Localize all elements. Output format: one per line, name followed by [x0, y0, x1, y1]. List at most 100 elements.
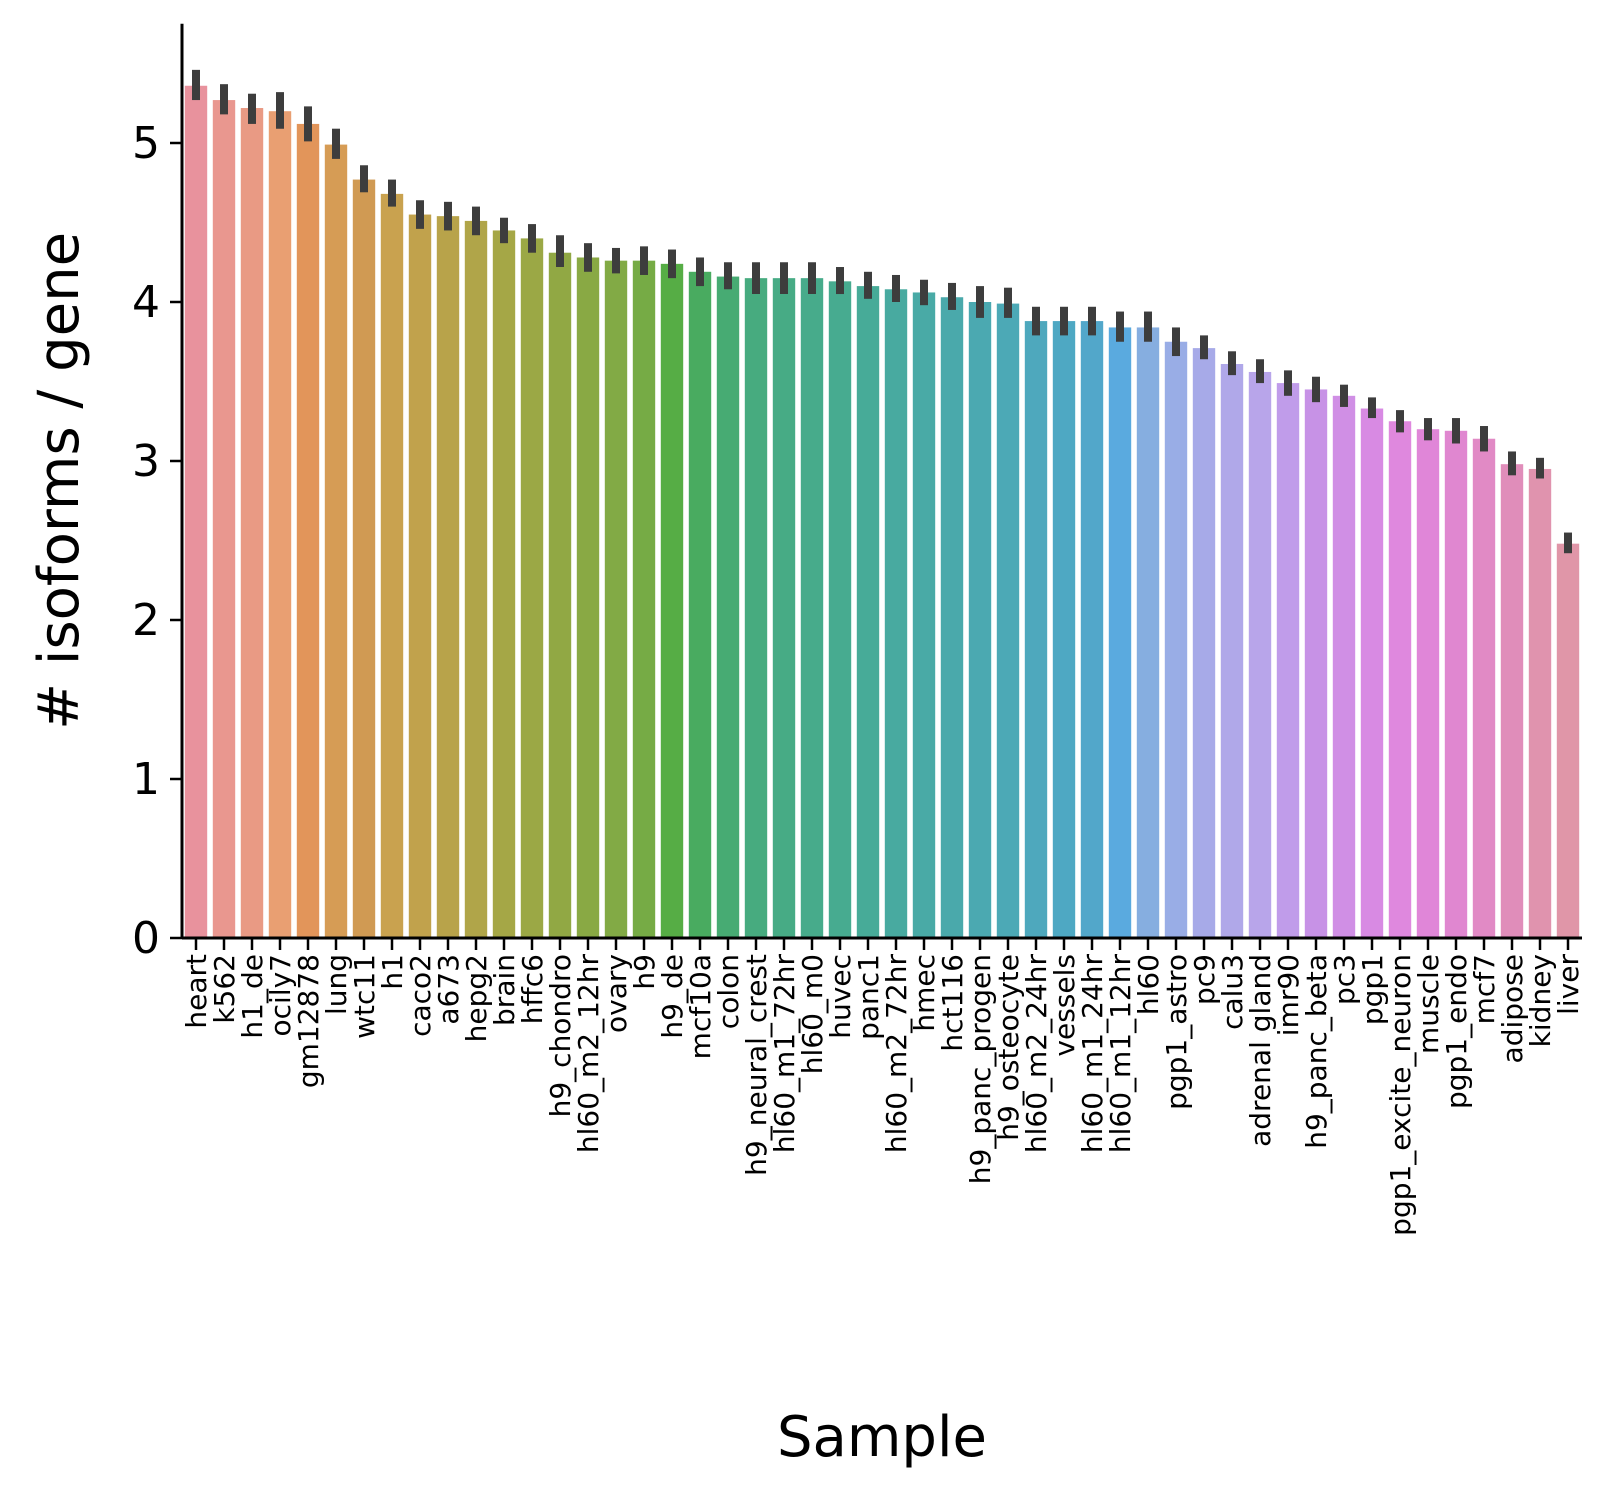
bar-hl60-m2-72hr	[884, 289, 908, 938]
x-tick-label: hepg2	[460, 954, 493, 1042]
x-tick-label: h1_de	[236, 954, 269, 1039]
bar-imr90	[1276, 383, 1300, 939]
bar-pc3	[1332, 395, 1356, 938]
x-tick-label: hl60_m1_72hr	[768, 954, 801, 1154]
bar-h1	[380, 193, 404, 938]
x-tick-label: adrenal gland	[1244, 954, 1277, 1147]
bar-h9-panc-progen	[968, 302, 992, 938]
bar-huvec	[828, 281, 852, 939]
bar-mcf10a	[688, 271, 712, 938]
x-tick-label: mcf10a	[684, 954, 717, 1059]
bar-h9-de	[660, 263, 684, 939]
bar-h9-chondro	[548, 252, 572, 938]
bar-panc1	[856, 286, 880, 939]
x-ticks: heartk562h1_deocily7gm12878lungwtc11h1ca…	[180, 938, 1585, 1236]
x-tick-label: muscle	[1412, 954, 1445, 1054]
x-tick-label: hmec	[908, 954, 941, 1032]
error-bars-layer	[192, 69, 1572, 554]
bar-ovary	[604, 260, 628, 938]
x-tick-label: hl60_m1_24hr	[1076, 954, 1109, 1154]
x-tick-label: caco2	[404, 954, 437, 1037]
y-axis-title: # isoforms / gene	[27, 232, 92, 730]
x-tick-label: h9_panc_progen	[964, 954, 997, 1184]
x-tick-label: h9	[628, 954, 661, 990]
y-tick-label: 1	[132, 754, 160, 805]
bar-kidney	[1528, 468, 1552, 938]
bar-hct116	[940, 297, 964, 939]
x-tick-label: lung	[320, 954, 353, 1015]
x-tick-label: hl60_m2_24hr	[1020, 954, 1053, 1154]
y-tick-label: 4	[132, 277, 160, 328]
y-ticks: 0 1 2 3 4 5	[132, 118, 182, 964]
bar-hepg2	[464, 220, 488, 938]
x-tick-label: h9_chondro	[544, 954, 577, 1117]
bar-k562	[212, 100, 236, 938]
x-tick-label: hffc6	[516, 954, 549, 1024]
x-tick-label: hl60_m2_72hr	[880, 954, 913, 1154]
x-tick-label: vessels	[1048, 954, 1081, 1057]
x-tick-label: huvec	[824, 954, 857, 1039]
x-tick-label: a673	[432, 954, 465, 1025]
x-axis-title: Sample	[777, 1405, 987, 1470]
x-tick-label: pgp1_endo	[1440, 954, 1473, 1109]
bar-h9-osteocyte	[996, 303, 1020, 939]
x-tick-label: heart	[180, 954, 213, 1029]
bars-layer	[184, 85, 1580, 939]
x-tick-label: hl60_m2_12hr	[572, 954, 605, 1154]
x-tick-label: pc9	[1188, 954, 1221, 1005]
bar-hl60-m1-24hr	[1080, 321, 1104, 939]
bar-caco2	[408, 214, 432, 939]
bar-hl60-m0	[800, 278, 824, 938]
bar-h1-de	[240, 108, 264, 938]
x-tick-label: pgp1_astro	[1160, 954, 1193, 1110]
x-tick-label: h1	[376, 954, 409, 990]
x-tick-label: adipose	[1496, 954, 1529, 1063]
bar-hl60-m2-12hr	[576, 257, 600, 939]
y-tick-label: 3	[132, 436, 160, 487]
bar-liver	[1556, 543, 1580, 938]
bar-h9-neural-crest	[744, 278, 768, 938]
bar-brain	[492, 230, 516, 938]
x-tick-label: brain	[488, 954, 521, 1026]
bar-adrenal-gland	[1248, 371, 1272, 939]
bar-h9-panc-beta	[1304, 389, 1328, 938]
x-tick-label: h9_panc_beta	[1300, 954, 1333, 1149]
bar-hl60-m1-72hr	[772, 278, 796, 938]
bar-hl60	[1136, 327, 1160, 938]
x-tick-label: k562	[208, 954, 241, 1024]
bar-pgp1-endo	[1444, 430, 1468, 938]
x-tick-label: hct116	[936, 954, 969, 1052]
y-tick-label: 5	[132, 118, 160, 169]
bar-ocily7	[268, 111, 292, 938]
bar-colon	[716, 276, 740, 938]
x-tick-label: liver	[1552, 954, 1585, 1015]
x-tick-label: h9_de	[656, 954, 689, 1039]
x-tick-label: h9_osteocyte	[992, 954, 1025, 1141]
x-tick-label: colon	[712, 954, 745, 1029]
bar-pgp1-astro	[1164, 341, 1188, 938]
bar-pc9	[1192, 348, 1216, 938]
bar-adipose	[1500, 464, 1524, 938]
y-tick-label: 2	[132, 595, 160, 646]
bar-pgp1-excite-neuron	[1388, 421, 1412, 938]
x-tick-label: mcf7	[1468, 954, 1501, 1024]
bar-h9	[632, 260, 656, 938]
x-tick-label: calu3	[1216, 954, 1249, 1030]
x-tick-label: h9_neural_crest	[740, 954, 773, 1176]
x-tick-label: panc1	[852, 954, 885, 1040]
bar-gm12878	[296, 123, 320, 939]
bar-hmec	[912, 292, 936, 939]
x-tick-label: wtc11	[348, 954, 381, 1039]
x-tick-label: hl60_m1_12hr	[1104, 954, 1137, 1154]
bar-lung	[324, 144, 348, 939]
bar-muscle	[1416, 429, 1440, 938]
bar-wtc11	[352, 179, 376, 938]
x-tick-label: gm12878	[292, 954, 325, 1088]
x-tick-label: pc3	[1328, 954, 1361, 1005]
bar-vessels	[1052, 321, 1076, 939]
bar-pgp1	[1360, 408, 1384, 938]
y-tick-label: 0	[132, 913, 160, 964]
x-tick-label: pgp1	[1356, 954, 1389, 1025]
